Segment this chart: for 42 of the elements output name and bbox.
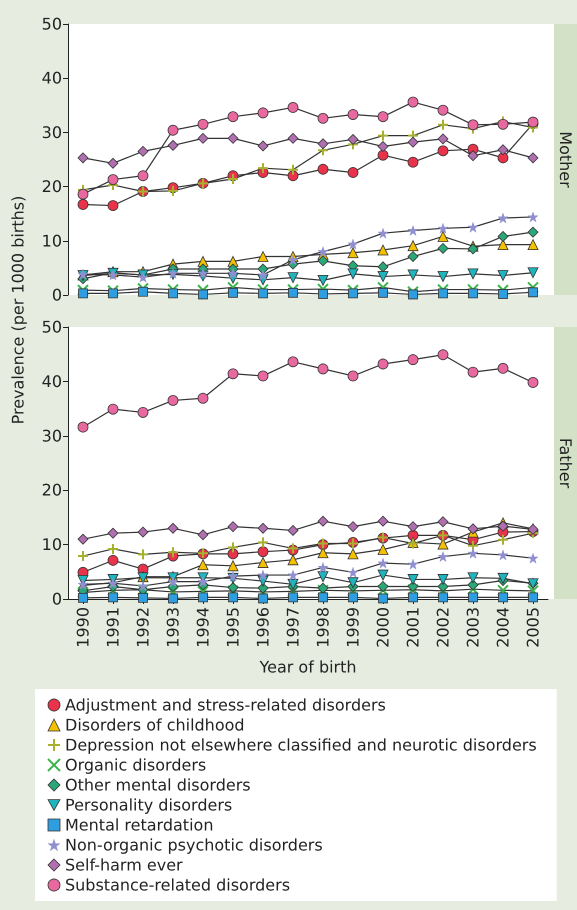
legend-label: Non-organic psychotic disorders bbox=[65, 836, 323, 854]
x-tick-label: 2001 bbox=[404, 607, 422, 648]
y-tick-label: 30 bbox=[42, 426, 62, 446]
y-tick-label: 20 bbox=[42, 177, 62, 196]
x-tick-label: 2004 bbox=[494, 607, 512, 648]
x-axis-title: Year of birth bbox=[258, 658, 357, 676]
legend-label: Organic disorders bbox=[65, 756, 206, 774]
y-tick-label: 30 bbox=[42, 122, 62, 142]
y-tick-label: 10 bbox=[42, 231, 62, 250]
y-tick-label: 0 bbox=[52, 286, 62, 304]
x-tick-label: 1995 bbox=[224, 607, 242, 648]
x-tick-label: 2005 bbox=[524, 607, 542, 648]
legend-label: Depression not elsewhere classified and neurotic disorders bbox=[65, 736, 537, 754]
text: Father bbox=[556, 438, 575, 489]
y-tick-label: 0 bbox=[52, 590, 62, 608]
x-tick-label: 1990 bbox=[74, 607, 92, 648]
x-tick-label: 2000 bbox=[374, 607, 392, 648]
x-tick-label: 1999 bbox=[344, 607, 362, 648]
y-tick-label: 50 bbox=[42, 14, 62, 34]
x-tick-label: 1994 bbox=[194, 607, 212, 648]
y-tick-label: 40 bbox=[42, 372, 62, 391]
y-tick-label: 50 bbox=[42, 318, 62, 336]
legend-label: Disorders of childhood bbox=[65, 716, 245, 734]
y-axis-title: Prevalence (per 1000 births) bbox=[8, 196, 28, 424]
x-tick-label: 1996 bbox=[254, 607, 272, 648]
x-tick-label: 1998 bbox=[314, 607, 332, 648]
text: Mother bbox=[556, 131, 575, 188]
legend-label: Substance-related disorders bbox=[65, 876, 290, 894]
x-tick-label: 1997 bbox=[284, 607, 302, 648]
y-tick-label: 10 bbox=[42, 535, 62, 554]
y-tick-label: 20 bbox=[42, 480, 62, 500]
legend-label: Other mental disorders bbox=[65, 776, 251, 794]
legend-label: Self-harm ever bbox=[65, 856, 184, 874]
x-tick-label: 2003 bbox=[464, 607, 482, 648]
x-tick-label: 1993 bbox=[164, 607, 182, 648]
x-tick-label: 1992 bbox=[134, 607, 152, 648]
x-tick-label: 2002 bbox=[434, 607, 452, 648]
x-tick-label: 1991 bbox=[104, 607, 122, 648]
legend-label: Adjustment and stress-related disorders bbox=[65, 696, 386, 714]
legend-label: Mental retardation bbox=[65, 816, 214, 834]
y-tick-label: 40 bbox=[42, 68, 62, 88]
legend-label: Personality disorders bbox=[65, 796, 232, 814]
